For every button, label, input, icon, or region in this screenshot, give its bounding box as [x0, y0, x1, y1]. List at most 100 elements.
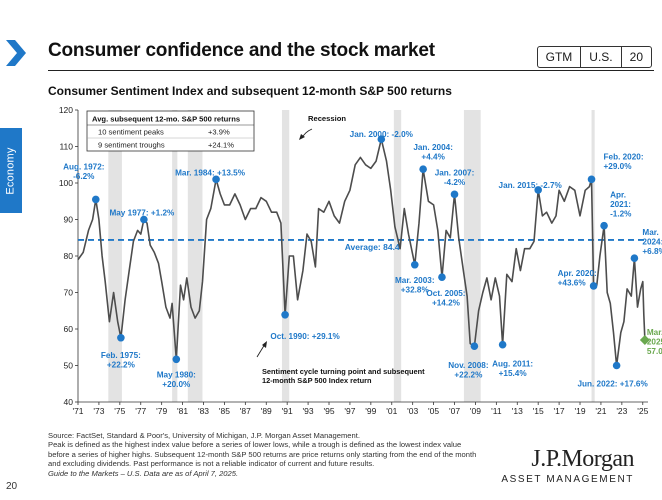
turning-point-label-line: Mar. 2003: [395, 276, 435, 285]
turning-point-label: Jan. 2000: -2.0% [350, 130, 414, 139]
x-tick-label: '07 [449, 406, 460, 416]
cycle-arrow-icon [256, 341, 267, 358]
turning-point-label-line: Aug. 1972: [63, 162, 104, 171]
trough-marker [612, 361, 621, 370]
turning-point-label-line: Mar. [642, 228, 658, 237]
x-tick-label: '21 [595, 406, 606, 416]
turning-point-label-line: Feb. 1975: [101, 351, 141, 360]
x-tick-label: '19 [574, 406, 585, 416]
recession-band [393, 110, 402, 402]
y-tick-label: 100 [59, 178, 73, 188]
turning-point-label-line: Feb. 2020: [604, 152, 644, 161]
recession-band [172, 110, 178, 402]
turning-point-labels: Aug. 1972: -6.2% Feb. 1975: +22.2% May 1977:… [63, 130, 662, 389]
badge-gtm: GTM [545, 50, 573, 64]
turning-point-label-line: May 1980: [157, 370, 196, 379]
turning-point-label-line: +43.6% [558, 278, 587, 287]
peak-marker [212, 175, 220, 184]
turning-point-label: Nov. 2008: +22.2% [448, 361, 488, 380]
turning-point-label: Mar.2024:+6.8% [642, 228, 662, 256]
returns-table-header: Avg. subsequent 12-mo. S&P 500 returns [92, 115, 240, 124]
turning-point-label-line: Aug. 2011: [492, 360, 533, 369]
turning-point-label-line: -1.2% [610, 210, 632, 219]
x-tick-label: '87 [240, 406, 251, 416]
x-tick-label: '97 [344, 406, 355, 416]
turning-point-label: Oct. 1990: +29.1% [270, 332, 340, 341]
returns-table-row-label: 9 sentiment troughs [98, 141, 165, 150]
turning-point-label: Feb. 1975: +22.2% [101, 351, 141, 370]
peak-marker [91, 195, 100, 204]
trough-marker [470, 342, 479, 350]
x-tick-label: '77 [135, 406, 146, 416]
peak-marker [377, 135, 386, 143]
x-tick-label: '25 [637, 406, 648, 416]
turning-point-label-line: Oct. 1990: +29.1% [270, 332, 340, 341]
peak-marker [600, 221, 608, 230]
turning-point-label-line: Jan. 2004: [413, 143, 453, 152]
header-rule [48, 70, 654, 71]
page-title: Consumer confidence and the stock market [48, 40, 435, 61]
y-tick-label: 40 [64, 397, 74, 407]
y-tick-label: 110 [59, 142, 73, 152]
x-tick-label: '95 [323, 406, 334, 416]
turning-point-label-line: Jan. 2007: [435, 168, 475, 177]
footnotes: Source: FactSet, Standard & Poor's, Univ… [48, 431, 478, 478]
turning-point-label: Aug. 1972: -6.2% [63, 162, 104, 181]
x-tick-label: '71 [72, 406, 83, 416]
turning-point-label: Mar. 2003: +32.8% [395, 276, 435, 295]
turning-points [91, 135, 650, 370]
x-axis: '71 '73 '75 '77 '79 '81 '83 '85 '87 '89 '91 '93 '95 '… [72, 401, 649, 416]
x-tick-label: '09 [470, 406, 481, 416]
peak-marker [450, 190, 459, 199]
turning-point-label: May 1977: +1.2% [109, 209, 175, 218]
cycle-note-line: 12-month S&P 500 Index return [262, 376, 372, 385]
x-tick-label: '15 [533, 406, 544, 416]
turning-point-label-line: Nov. 2008: [448, 361, 488, 370]
x-tick-label: '85 [219, 406, 230, 416]
turning-point-label-line: Jan. 2000: -2.0% [350, 130, 414, 139]
turning-point-label-line: 2021: [610, 200, 631, 209]
logo-wordmark: J.P.Morgan [531, 446, 634, 472]
cycle-note-line: Sentiment cycle turning point and subseq… [262, 367, 425, 376]
x-tick-label: '03 [407, 406, 418, 416]
x-tick-label: '81 [177, 406, 188, 416]
turning-point-label-line: Mar. 1984: +13.5% [175, 168, 246, 177]
chart-title: Consumer Sentiment Index and subsequent … [48, 84, 452, 98]
y-tick-label: 50 [64, 361, 74, 371]
turning-point-label: Aug. 2011: +15.4% [492, 360, 533, 379]
turning-point-label-line: Jun. 2022: +17.6% [577, 380, 648, 389]
turning-point-label: Jan. 2015: -2.7% [499, 181, 563, 190]
x-tick-label: '89 [261, 406, 272, 416]
turning-point-label-line: -6.2% [73, 172, 95, 181]
turning-point-label: Apr. 2020: +43.6% [558, 269, 597, 288]
turning-point-label: Jan. 2007: -4.2% [435, 168, 475, 187]
guide-note: Guide to the Markets – U.S. Data are as … [48, 468, 239, 478]
turning-point-label-line: Apr. [610, 191, 626, 200]
peak-marker [630, 254, 639, 262]
page-number: 20 [6, 481, 18, 492]
turning-point-label-line: +20.0% [162, 380, 191, 389]
turning-point-label-line: May 1977: +1.2% [109, 209, 175, 218]
trough-marker [281, 310, 289, 319]
recession-band [187, 110, 203, 402]
turning-point-label: Jan. 2004: +4.4% [413, 143, 453, 162]
turning-point-label: Feb. 2020: +29.0% [604, 152, 644, 171]
y-axis: 40 50 60 70 80 90 100 110 120 [59, 105, 79, 407]
turning-point-label-line: 2024: [642, 238, 662, 247]
turning-point-label-line: +29.0% [604, 162, 633, 171]
turning-point-label-line: Oct. 2005: [426, 289, 465, 298]
turning-point-label-line: -4.2% [444, 178, 466, 187]
average-label: Average: 84.4 [345, 242, 400, 252]
turning-point-label-line: Mar. [647, 328, 662, 337]
source-note: Source: FactSet, Standard & Poor's, Univ… [48, 431, 360, 440]
turning-point-label: Jun. 2022: +17.6% [577, 380, 648, 389]
x-tick-label: '73 [93, 406, 104, 416]
recession-band [463, 110, 481, 402]
y-tick-label: 60 [64, 324, 74, 334]
x-tick-label: '79 [156, 406, 167, 416]
turning-point-label-line: 2025: [647, 337, 662, 346]
trough-marker [172, 355, 181, 364]
trough-marker [410, 260, 419, 269]
recession-band [281, 110, 290, 402]
